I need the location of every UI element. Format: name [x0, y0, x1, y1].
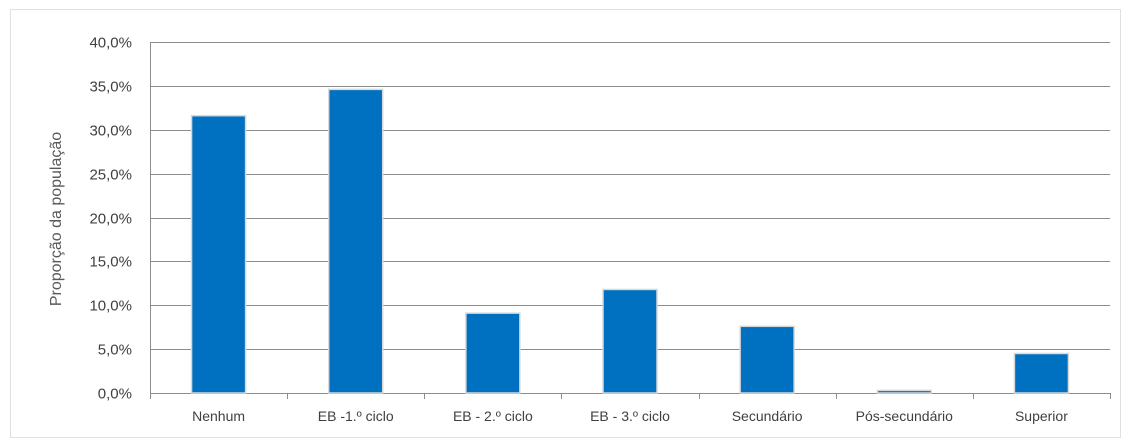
y-tick-label: 0,0% — [98, 386, 132, 403]
y-tick-label: 10,0% — [89, 298, 132, 315]
x-category-label: Secundário — [732, 408, 803, 424]
x-category-label: EB - 3.º ciclo — [590, 408, 670, 424]
y-tick-label: 15,0% — [89, 254, 132, 271]
y-tick-label: 35,0% — [89, 79, 132, 96]
bar-6 — [1013, 352, 1070, 394]
y-axis-title: Proporção da população — [48, 132, 65, 306]
chart-frame — [10, 9, 1121, 438]
y-tick-label: 40,0% — [89, 35, 132, 52]
y-tick-label: 20,0% — [89, 211, 132, 228]
x-axis-ticks: Nenhum EB -1.º ciclo EB - 2.º ciclo EB - 3.… — [150, 393, 1111, 424]
x-category-label: Pós-secundário — [856, 408, 953, 424]
x-category-label: Superior — [1015, 408, 1068, 424]
y-tick-label: 25,0% — [89, 167, 132, 184]
x-category-label: EB -1.º ciclo — [318, 408, 394, 424]
x-category-label: EB - 2.º ciclo — [453, 408, 533, 424]
bar-5 — [876, 389, 933, 394]
x-category-label: Nenhum — [192, 408, 245, 424]
bar-2 — [465, 312, 521, 394]
bar-3 — [602, 288, 658, 394]
bar-0 — [190, 114, 247, 394]
gridlines — [150, 42, 1110, 399]
bars — [190, 88, 1070, 394]
bar-1 — [327, 88, 384, 394]
y-tick-label: 5,0% — [98, 342, 132, 359]
y-tick-label: 30,0% — [89, 123, 132, 140]
y-axis-ticks: 0,0% 5,0% 10,0% 15,0% 20,0% 25,0% 30,0% 35,0% 40… — [89, 35, 132, 403]
bar-4 — [739, 325, 795, 394]
